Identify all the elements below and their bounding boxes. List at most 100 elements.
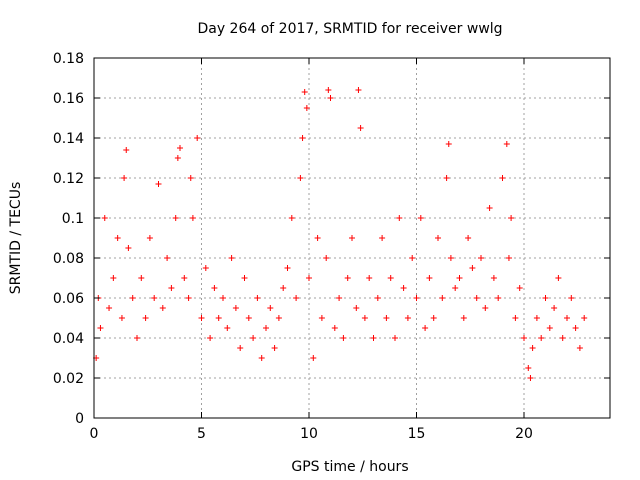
data-point [146,235,153,241]
data-point [232,305,239,311]
data-point [581,315,588,321]
x-axis-title: GPS time / hours [291,459,408,475]
axis-ticks: 0 0.02 0.04 0.06 0.08 0.1 0.12 0.14 0.16 0.18 0 5 10… [53,51,610,442]
x-tick-label: 20 [515,426,533,442]
y-tick-label: 0.02 [53,371,84,387]
data-point [529,345,536,351]
data-point [301,89,308,95]
data-point [327,95,334,101]
data-point [118,315,125,321]
data-point [245,315,252,321]
data-point [499,175,506,181]
x-tick-label: 10 [300,426,318,442]
data-point [413,295,420,301]
data-point [159,305,166,311]
data-point [525,365,532,371]
data-point [508,215,515,221]
data-point [465,235,472,241]
data-point [417,215,424,221]
data-point [516,285,523,291]
data-point [323,255,330,261]
data-point [572,325,579,331]
y-tick-label: 0 [75,411,84,427]
data-point [361,315,368,321]
data-point [325,87,332,93]
data-point [555,275,562,281]
data-point [134,335,140,341]
x-tick-label: 0 [90,426,99,442]
data-point [559,335,566,341]
data-point [456,275,463,281]
x-tick-label: 15 [408,426,426,442]
data-point [564,315,570,321]
data-point [271,345,278,351]
data-point [250,335,257,341]
data-point [263,325,269,331]
data-point [123,147,130,153]
data-point [340,335,347,341]
data-point [443,175,450,181]
data-point [275,315,282,321]
data-point [207,335,214,341]
data-point [189,215,196,221]
data-point [310,355,317,361]
data-point [482,305,489,311]
y-tick-label: 0.04 [53,331,84,347]
data-point [538,335,545,341]
data-point [336,295,343,301]
data-point [297,175,304,181]
data-point [138,275,145,281]
data-point [355,87,362,93]
data-point [187,175,194,181]
y-tick-label: 0.12 [53,171,84,187]
data-point [303,105,310,111]
data-point [106,305,113,311]
data-point [439,295,446,301]
data-point [344,275,351,281]
y-tick-label: 0.16 [53,91,84,107]
data-point [129,295,136,301]
data-point [125,245,132,251]
data-point [357,125,364,131]
data-point [404,315,411,321]
data-point [280,285,287,291]
data-point [568,295,575,301]
data-point [422,325,429,331]
data-point [379,235,386,241]
scatter-points [93,87,588,381]
data-point [314,235,321,241]
data-point [542,295,549,301]
data-point [241,275,248,281]
data-point [101,215,108,221]
data-point [435,235,441,241]
data-point [220,295,226,301]
data-point [293,295,300,301]
y-tick-label: 0.08 [53,251,84,267]
y-tick-label: 0.18 [53,51,84,67]
data-point [299,135,306,141]
data-point [110,275,117,281]
data-point [478,255,484,261]
data-point [503,141,510,147]
data-point [490,275,497,281]
data-point [383,315,390,321]
data-point [409,255,416,261]
data-point [267,305,274,311]
data-point [387,275,394,281]
data-point [533,315,540,321]
data-point [284,265,291,271]
x-tick-label: 5 [197,426,206,442]
data-point [318,315,325,321]
data-point [194,135,201,141]
data-point [576,345,583,351]
data-point [185,295,192,301]
data-point [177,145,183,151]
data-point [211,285,218,291]
data-point [495,295,502,301]
data-point [224,325,231,331]
data-point [306,275,312,281]
y-tick-label: 0.14 [53,131,84,147]
data-point [546,325,553,331]
data-point [237,345,244,351]
